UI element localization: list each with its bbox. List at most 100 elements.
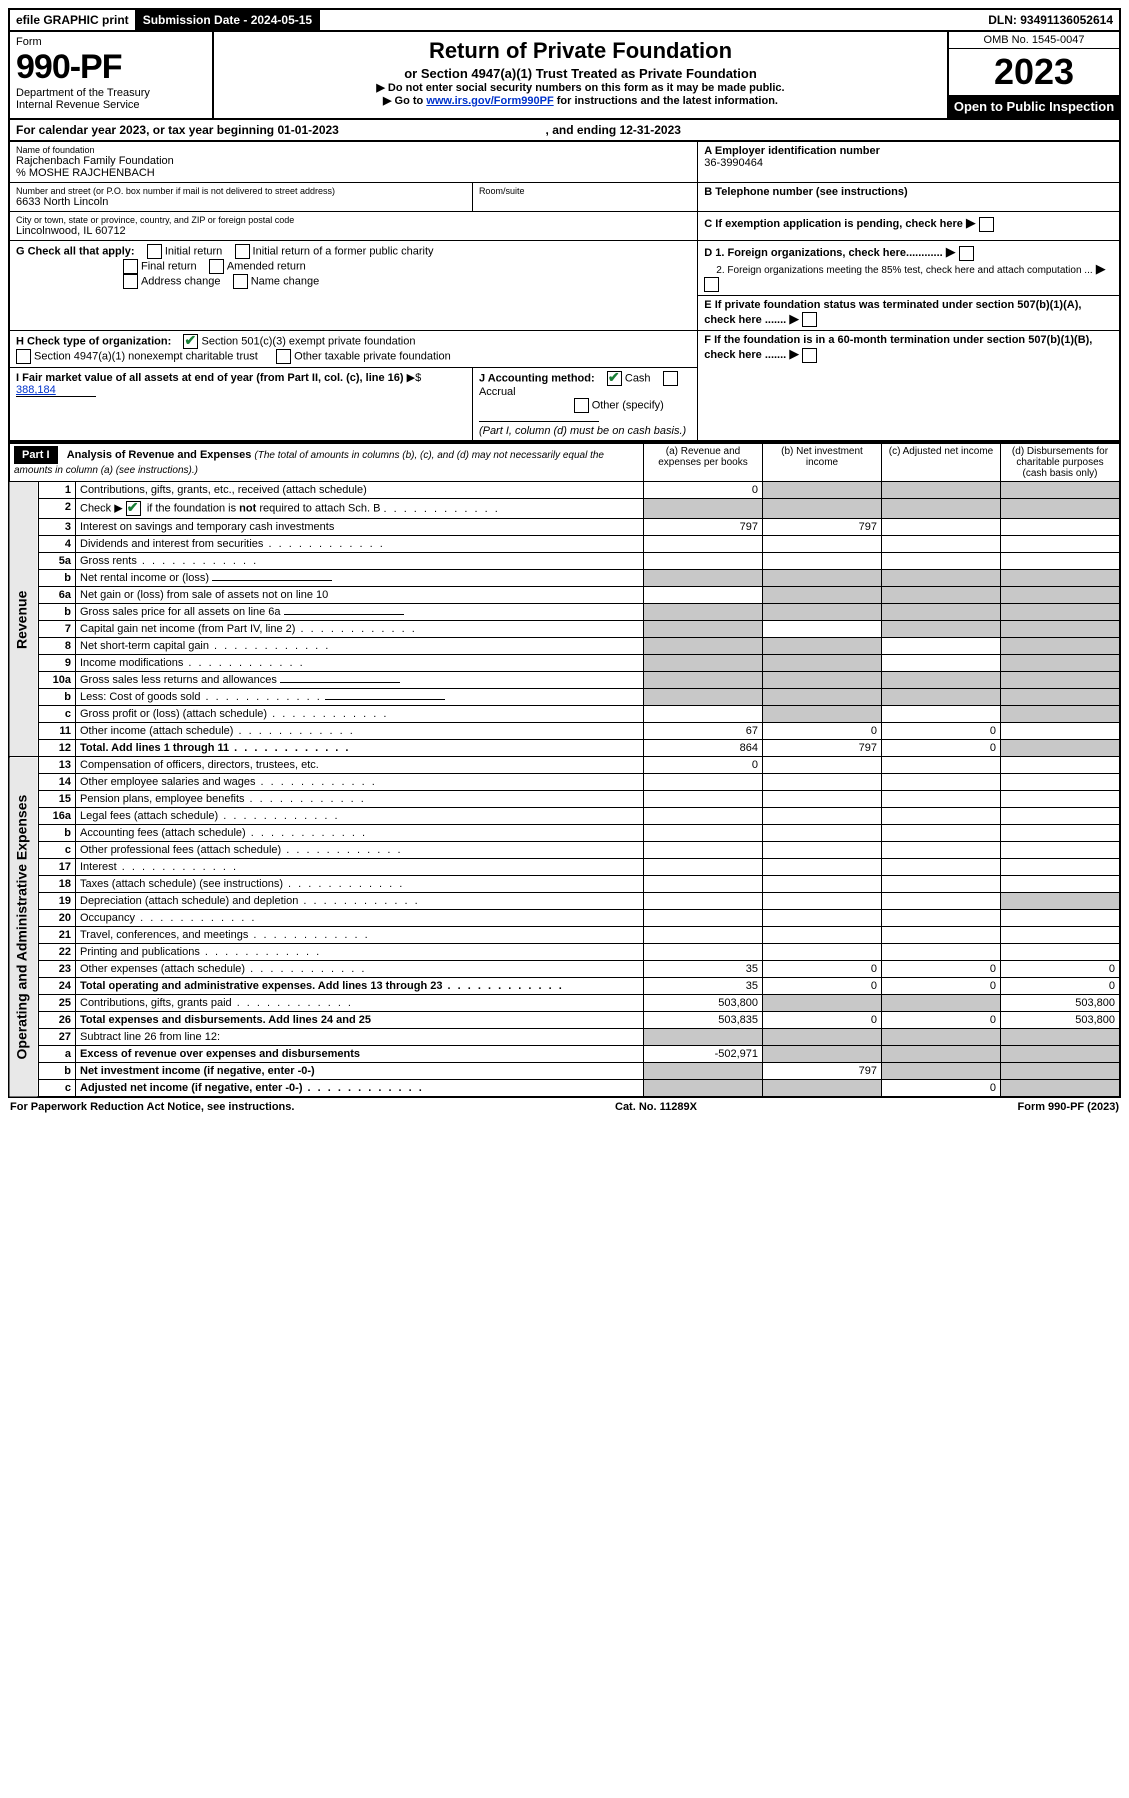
row-number: 16a xyxy=(39,808,76,825)
row-description: Check ▶ if the foundation is not require… xyxy=(76,499,644,519)
cell-c xyxy=(882,910,1001,927)
cell-b xyxy=(763,672,882,689)
cell-b: 0 xyxy=(763,723,882,740)
g-address-checkbox[interactable] xyxy=(123,274,138,289)
row-description: Capital gain net income (from Part IV, l… xyxy=(76,621,644,638)
d1-checkbox[interactable] xyxy=(959,246,974,261)
j-accrual-checkbox[interactable] xyxy=(663,371,678,386)
row-description: Net short-term capital gain xyxy=(76,638,644,655)
cell-c xyxy=(882,791,1001,808)
note2-pre: ▶ Go to xyxy=(383,95,426,107)
table-row: 12Total. Add lines 1 through 118647970 xyxy=(9,740,1120,757)
cell-a xyxy=(644,638,763,655)
table-row: 26Total expenses and disbursements. Add … xyxy=(9,1012,1120,1029)
h-label: H Check type of organization: xyxy=(16,336,171,348)
table-row: bAccounting fees (attach schedule) xyxy=(9,825,1120,842)
h-opt-3: Other taxable private foundation xyxy=(294,351,451,363)
cell-a xyxy=(644,893,763,910)
cell-b xyxy=(763,757,882,774)
row-number: 15 xyxy=(39,791,76,808)
row-description: Accounting fees (attach schedule) xyxy=(76,825,644,842)
row-description: Printing and publications xyxy=(76,944,644,961)
cell-d xyxy=(1001,774,1121,791)
row-description: Income modifications xyxy=(76,655,644,672)
cell-b xyxy=(763,621,882,638)
row-number: 24 xyxy=(39,978,76,995)
row-description: Net rental income or (loss) xyxy=(76,570,644,587)
schb-checkbox[interactable] xyxy=(126,501,141,516)
fmv-link[interactable]: 388,184 xyxy=(16,384,56,396)
row-description: Other expenses (attach schedule) xyxy=(76,961,644,978)
cell-a xyxy=(644,587,763,604)
cell-c xyxy=(882,1063,1001,1080)
j-other-checkbox[interactable] xyxy=(574,398,589,413)
row-number: 4 xyxy=(39,536,76,553)
cell-a: 35 xyxy=(644,961,763,978)
part1-label: Part I xyxy=(14,446,58,464)
city-label: City or town, state or province, country… xyxy=(16,215,691,225)
cell-c xyxy=(882,672,1001,689)
row-description: Legal fees (attach schedule) xyxy=(76,808,644,825)
j-label: J Accounting method: xyxy=(479,373,595,385)
cell-a xyxy=(644,706,763,723)
row-number: 1 xyxy=(39,482,76,499)
row-description: Interest xyxy=(76,859,644,876)
row-description: Contributions, gifts, grants, etc., rece… xyxy=(76,482,644,499)
cell-b xyxy=(763,1080,882,1098)
g-amended-checkbox[interactable] xyxy=(209,259,224,274)
part1-title: Analysis of Revenue and Expenses xyxy=(67,449,252,461)
instructions-link[interactable]: www.irs.gov/Form990PF xyxy=(426,95,553,107)
cell-a xyxy=(644,1029,763,1046)
cal-mid: , and ending xyxy=(546,123,620,137)
g-label: G Check all that apply: xyxy=(16,245,135,257)
j-other: Other (specify) xyxy=(592,400,664,412)
cell-d xyxy=(1001,706,1121,723)
row-number: 3 xyxy=(39,519,76,536)
cell-a xyxy=(644,774,763,791)
table-row: Operating and Administrative Expenses13C… xyxy=(9,757,1120,774)
row-description: Gross sales price for all assets on line… xyxy=(76,604,644,621)
cell-b: 0 xyxy=(763,1012,882,1029)
cell-d xyxy=(1001,740,1121,757)
cell-a: 503,835 xyxy=(644,1012,763,1029)
cell-d xyxy=(1001,723,1121,740)
g-final-checkbox[interactable] xyxy=(123,259,138,274)
c-checkbox[interactable] xyxy=(979,217,994,232)
cell-a xyxy=(644,553,763,570)
cell-b xyxy=(763,655,882,672)
row-description: Less: Cost of goods sold xyxy=(76,689,644,706)
cell-b xyxy=(763,825,882,842)
e-checkbox[interactable] xyxy=(802,312,817,327)
form-subtitle: or Section 4947(a)(1) Trust Treated as P… xyxy=(220,66,941,81)
h-other-checkbox[interactable] xyxy=(276,349,291,364)
cell-b xyxy=(763,499,882,519)
j-cash-checkbox[interactable] xyxy=(607,371,622,386)
cell-a: -502,971 xyxy=(644,1046,763,1063)
row-description: Total expenses and disbursements. Add li… xyxy=(76,1012,644,1029)
row-number: c xyxy=(39,842,76,859)
row-number: 25 xyxy=(39,995,76,1012)
cell-b xyxy=(763,774,882,791)
cell-b xyxy=(763,791,882,808)
h-501c3-checkbox[interactable] xyxy=(183,334,198,349)
cell-a xyxy=(644,1080,763,1098)
cell-c xyxy=(882,655,1001,672)
h-4947-checkbox[interactable] xyxy=(16,349,31,364)
cell-d xyxy=(1001,757,1121,774)
d2-checkbox[interactable] xyxy=(704,277,719,292)
g-initial-former-checkbox[interactable] xyxy=(235,244,250,259)
cell-c xyxy=(882,570,1001,587)
row-number: 9 xyxy=(39,655,76,672)
cell-d xyxy=(1001,825,1121,842)
form-title: Return of Private Foundation xyxy=(220,38,941,64)
f-checkbox[interactable] xyxy=(802,348,817,363)
row-description: Excess of revenue over expenses and disb… xyxy=(76,1046,644,1063)
cell-b xyxy=(763,638,882,655)
table-row: 15Pension plans, employee benefits xyxy=(9,791,1120,808)
col-d-header: (d) Disbursements for charitable purpose… xyxy=(1001,443,1121,482)
g-initial-checkbox[interactable] xyxy=(147,244,162,259)
cell-c: 0 xyxy=(882,723,1001,740)
table-row: 27Subtract line 26 from line 12: xyxy=(9,1029,1120,1046)
g-name-checkbox[interactable] xyxy=(233,274,248,289)
row-description: Depreciation (attach schedule) and deple… xyxy=(76,893,644,910)
